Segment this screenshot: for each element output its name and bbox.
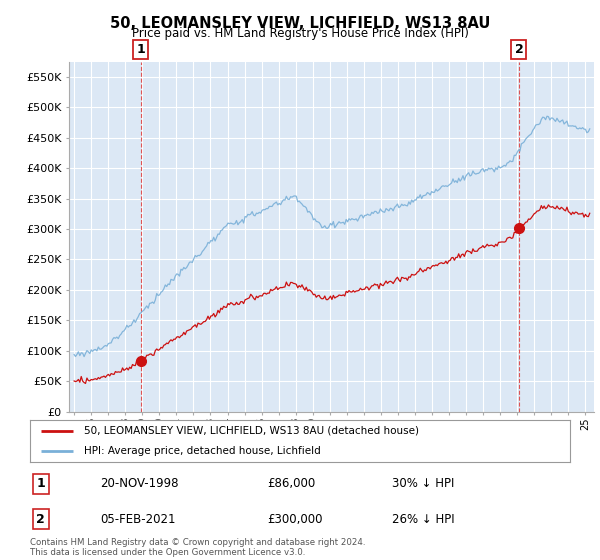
Text: 1: 1	[136, 43, 145, 56]
Text: 30% ↓ HPI: 30% ↓ HPI	[392, 477, 454, 491]
Text: 2: 2	[37, 512, 45, 526]
Text: 26% ↓ HPI: 26% ↓ HPI	[392, 512, 454, 526]
Text: £300,000: £300,000	[268, 512, 323, 526]
Text: 50, LEOMANSLEY VIEW, LICHFIELD, WS13 8AU: 50, LEOMANSLEY VIEW, LICHFIELD, WS13 8AU	[110, 16, 490, 31]
Text: 2: 2	[515, 43, 523, 56]
Text: 1: 1	[37, 477, 45, 491]
Text: 50, LEOMANSLEY VIEW, LICHFIELD, WS13 8AU (detached house): 50, LEOMANSLEY VIEW, LICHFIELD, WS13 8AU…	[84, 426, 419, 436]
Text: Price paid vs. HM Land Registry's House Price Index (HPI): Price paid vs. HM Land Registry's House …	[131, 27, 469, 40]
Text: Contains HM Land Registry data © Crown copyright and database right 2024.
This d: Contains HM Land Registry data © Crown c…	[30, 538, 365, 557]
Text: HPI: Average price, detached house, Lichfield: HPI: Average price, detached house, Lich…	[84, 446, 321, 456]
Text: £86,000: £86,000	[268, 477, 316, 491]
Text: 20-NOV-1998: 20-NOV-1998	[100, 477, 179, 491]
Text: 05-FEB-2021: 05-FEB-2021	[100, 512, 176, 526]
